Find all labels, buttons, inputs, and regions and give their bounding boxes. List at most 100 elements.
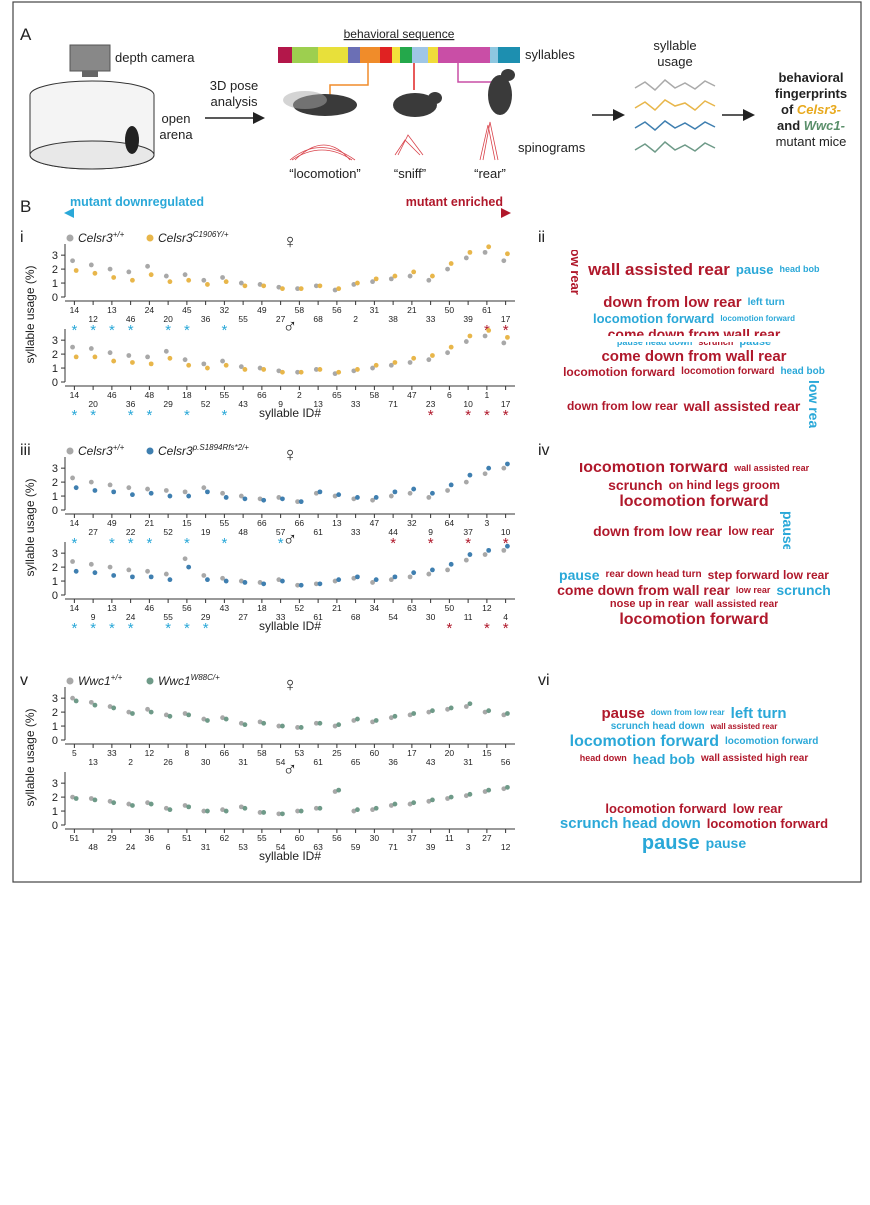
x-tick-label: 65 (332, 390, 342, 400)
sex-symbol: ♀ (283, 231, 298, 253)
x-tick-label: 21 (145, 518, 155, 528)
data-point (313, 805, 319, 811)
cloud-word: scrunch (776, 582, 831, 599)
cloud-word: on hind legs groom (668, 477, 780, 492)
data-point (370, 580, 375, 585)
significance-star: * (90, 407, 96, 424)
cloud-word: wall assisted rear (694, 598, 779, 610)
x-tick-label: 48 (238, 527, 248, 537)
data-point (88, 561, 94, 567)
x-tick-label: 37 (463, 527, 473, 537)
x-tick-label: 24 (126, 842, 136, 852)
x-tick-label: 61 (313, 612, 323, 622)
data-point (223, 362, 229, 368)
data-point (242, 496, 248, 502)
data-point (130, 277, 135, 283)
x-tick-label: 32 (220, 305, 230, 315)
x-tick-label: 3 (466, 842, 471, 852)
y-tick-label: 3 (52, 548, 58, 560)
data-point (220, 807, 225, 813)
word-cloud: locomotion forward wall assisted rear scru… (553, 463, 835, 549)
legend-label: Wwc1W88C/+ (158, 673, 220, 688)
cloud-word: locomotion forward (578, 463, 729, 477)
data-point (295, 369, 300, 375)
y-axis-label: syllable usage (%) (23, 265, 37, 363)
data-point (445, 266, 450, 272)
panel-label: A (20, 25, 32, 44)
data-point (220, 715, 225, 721)
cloud-word: head bob (632, 750, 695, 767)
data-point (463, 479, 469, 485)
data-point (111, 358, 117, 364)
significance-star: * (465, 535, 471, 552)
sex-symbol: ♀ (283, 444, 298, 466)
label: depth camera (115, 50, 195, 65)
significance-star: * (184, 322, 190, 339)
data-point (392, 273, 398, 279)
x-tick-label: 45 (182, 305, 192, 315)
data-point (238, 804, 244, 810)
data-point (201, 573, 207, 578)
data-point (280, 369, 285, 375)
x-tick-label: 10 (463, 399, 473, 409)
data-point (280, 286, 285, 292)
x-tick-label: 55 (257, 833, 267, 843)
x-tick-label: 20 (163, 314, 173, 324)
legend-name: Celsr3 (158, 444, 193, 458)
data-point (276, 811, 282, 817)
legend-name: Celsr3 (78, 444, 113, 458)
data-point (411, 711, 417, 716)
data-point (445, 567, 450, 573)
data-point (505, 784, 510, 790)
sex-symbol: ♂ (283, 316, 298, 338)
data-point (261, 367, 267, 372)
direction-label: mutant enriched (406, 195, 503, 209)
cloud-word: head down (579, 753, 627, 764)
data-point (182, 803, 188, 808)
x-tick-label: 46 (126, 314, 136, 324)
significance-star: * (71, 407, 77, 424)
x-tick-label: 12 (482, 603, 492, 613)
x-tick-label: 59 (351, 842, 361, 852)
data-point (332, 723, 338, 729)
data-point (332, 789, 338, 794)
data-point (313, 720, 319, 726)
cloud-word: scrunch (698, 342, 733, 347)
data-point (407, 490, 413, 496)
significance-star: * (503, 322, 509, 339)
data-point (92, 354, 98, 360)
x-tick-label: 9 (278, 399, 283, 409)
data-point (445, 706, 450, 712)
x-tick-label: 11 (445, 833, 454, 843)
data-point (392, 713, 398, 719)
legend-marker (146, 234, 154, 242)
data-point (445, 350, 450, 356)
data-point (130, 803, 135, 808)
y-tick-label: 3 (52, 693, 58, 705)
data-point (107, 482, 113, 488)
data-point (182, 489, 188, 495)
data-point (388, 803, 394, 808)
data-point (186, 493, 192, 499)
panel-label: vi (538, 672, 550, 689)
x-tick-label: 52 (295, 603, 305, 613)
data-point (467, 791, 473, 797)
x-tick-label: 66 (257, 518, 267, 528)
x-tick-label: 68 (351, 612, 361, 622)
x-tick-label: 55 (238, 314, 248, 324)
data-point (261, 810, 267, 815)
data-point (505, 461, 510, 467)
label: fingerprints (775, 86, 847, 101)
x-tick-label: 18 (182, 390, 192, 400)
panel-label: iii (20, 442, 31, 459)
data-point (167, 279, 173, 285)
x-tick-label: 14 (70, 390, 80, 400)
label: syllables (525, 47, 575, 62)
x-tick-label: 66 (257, 390, 267, 400)
data-point (167, 713, 173, 719)
data-point (182, 711, 188, 716)
legend-sup: W88C/+ (191, 673, 220, 682)
x-tick-label: 54 (276, 842, 286, 852)
cloud-word: low rear (732, 800, 783, 816)
data-point (220, 275, 225, 280)
